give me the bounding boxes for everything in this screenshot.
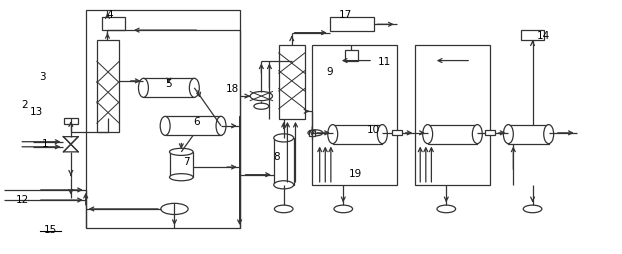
Bar <box>345 51 358 61</box>
Text: 7: 7 <box>183 156 190 166</box>
Ellipse shape <box>378 125 388 144</box>
Text: 4: 4 <box>106 10 113 20</box>
Ellipse shape <box>423 125 433 144</box>
Text: 18: 18 <box>226 84 239 94</box>
Bar <box>170 152 193 178</box>
Bar <box>86 11 239 228</box>
Circle shape <box>254 104 269 110</box>
Bar <box>521 31 544 41</box>
Circle shape <box>161 203 188 215</box>
Text: 15: 15 <box>44 224 57 234</box>
Text: 1: 1 <box>42 138 49 148</box>
Bar <box>97 41 119 132</box>
Bar <box>165 117 221 136</box>
Bar <box>312 46 397 185</box>
Bar <box>415 46 490 185</box>
Circle shape <box>308 130 323 136</box>
Circle shape <box>250 92 272 101</box>
Ellipse shape <box>170 149 193 156</box>
Bar <box>309 130 315 136</box>
Bar <box>274 138 294 185</box>
Text: 14: 14 <box>537 31 550 41</box>
Text: 10: 10 <box>366 124 379 135</box>
Ellipse shape <box>274 181 294 189</box>
Ellipse shape <box>139 79 149 98</box>
Text: 19: 19 <box>349 169 362 179</box>
Bar <box>64 119 78 124</box>
Text: 3: 3 <box>40 71 46 82</box>
Text: 2: 2 <box>21 99 27 109</box>
Text: 11: 11 <box>378 56 391 66</box>
Ellipse shape <box>189 79 199 98</box>
Bar <box>485 131 494 136</box>
Text: 17: 17 <box>339 10 353 20</box>
Bar <box>330 18 374 32</box>
Text: 9: 9 <box>327 67 333 76</box>
Text: 5: 5 <box>165 79 172 89</box>
Ellipse shape <box>472 125 482 144</box>
Text: 8: 8 <box>274 151 280 161</box>
Circle shape <box>437 205 455 213</box>
Ellipse shape <box>274 134 294 142</box>
Ellipse shape <box>216 117 226 136</box>
Ellipse shape <box>328 125 338 144</box>
Text: 13: 13 <box>30 107 44 117</box>
Circle shape <box>523 205 542 213</box>
Bar <box>144 79 194 98</box>
Bar <box>508 125 549 144</box>
Bar <box>279 46 305 119</box>
Bar <box>102 18 126 31</box>
Ellipse shape <box>544 125 554 144</box>
Bar <box>333 125 383 144</box>
Text: 6: 6 <box>193 117 200 127</box>
Circle shape <box>334 205 353 213</box>
Bar <box>428 125 477 144</box>
Circle shape <box>274 205 293 213</box>
Text: 12: 12 <box>16 194 29 204</box>
Bar <box>392 131 402 136</box>
Ellipse shape <box>170 174 193 181</box>
Ellipse shape <box>503 125 513 144</box>
Ellipse shape <box>160 117 170 136</box>
